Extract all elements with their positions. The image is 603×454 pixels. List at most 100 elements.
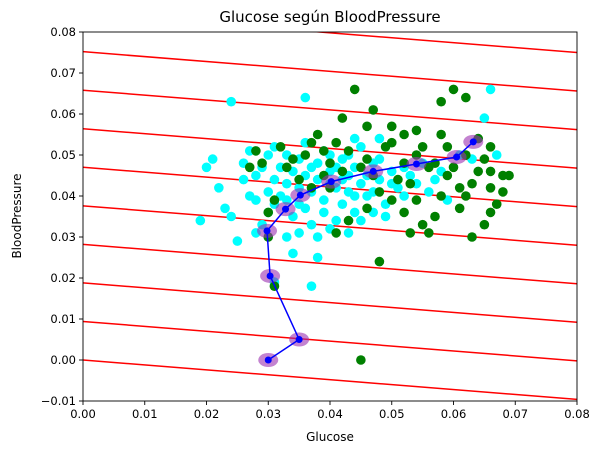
contour-lines (83, 32, 577, 401)
x-tick-label-5: 0.05 (379, 407, 405, 421)
green-point-53 (362, 203, 372, 214)
green-point-17 (485, 207, 496, 218)
cyan-point-53 (405, 170, 416, 181)
cyan-point-0 (226, 96, 236, 107)
cyan-point-71 (244, 191, 255, 201)
green-point-1 (349, 84, 360, 95)
green-point-36 (343, 146, 354, 156)
cyan-point-73 (263, 150, 274, 160)
cyan-point-62 (479, 113, 490, 123)
cyan-point-2 (207, 154, 218, 164)
green-point-4 (411, 125, 422, 136)
green-point-35 (356, 162, 366, 173)
chart-title: Glucose según BloodPressure (219, 8, 440, 26)
green-point-30 (386, 195, 397, 205)
x-tick-label-4: 0.04 (317, 407, 343, 421)
green-point-54 (399, 207, 409, 218)
green-point-37 (337, 166, 348, 177)
cyan-point-11 (251, 170, 261, 181)
green-point-32 (374, 187, 385, 197)
y-tick-label-3: 0.02 (50, 271, 76, 285)
green-point-61 (473, 166, 484, 177)
green-point-10 (479, 154, 490, 164)
green-point-73 (288, 154, 298, 164)
green-point-20 (454, 203, 465, 214)
path-point-2 (266, 272, 274, 280)
green-point-45 (281, 162, 292, 173)
cyan-point-3 (201, 162, 212, 173)
green-point-49 (251, 146, 261, 156)
green-point-52 (331, 228, 341, 238)
cyan-point-4 (195, 215, 206, 226)
green-point-0 (356, 355, 366, 365)
contour-line-8 (83, 50, 577, 92)
green-point-59 (448, 162, 459, 173)
y-tick-label-8: 0.07 (50, 66, 76, 80)
path-overlay (257, 134, 484, 367)
green-point-63 (436, 96, 446, 107)
cyan-point-98 (349, 133, 360, 144)
x-axis-ticks: 0.00 0.01 0.02 0.03 0.04 0.05 0.06 0.07 0.08 (70, 401, 590, 421)
plot-frame (82, 31, 578, 402)
y-tick-label-1: 0.00 (50, 353, 76, 367)
x-tick-label-2: 0.02 (194, 407, 220, 421)
green-point-39 (325, 158, 335, 168)
contour-line-6 (83, 128, 577, 169)
green-point-78 (467, 178, 477, 189)
cyan-point-52 (399, 191, 409, 201)
cyan-point-32 (319, 195, 329, 205)
cyan-point-45 (356, 178, 366, 189)
green-point-7 (448, 84, 459, 95)
contour-line-2 (83, 282, 577, 324)
green-point-70 (319, 146, 329, 156)
green-point-42 (306, 183, 317, 193)
cyan-point-64 (491, 150, 502, 160)
green-point-55 (405, 228, 416, 238)
y-tick-label-0: −0.01 (41, 394, 76, 408)
path-point-3 (263, 227, 271, 235)
green-point-62 (485, 142, 496, 152)
green-point-66 (399, 129, 409, 140)
cyan-point-43 (349, 207, 360, 218)
contour-line-9 (310, 32, 577, 54)
cyan-point-8 (226, 211, 236, 222)
green-point-13 (491, 199, 502, 209)
cyan-point-63 (485, 84, 496, 95)
path-point-10 (469, 138, 477, 146)
green-point-44 (294, 174, 304, 185)
green-point-5 (417, 142, 428, 152)
green-point-69 (337, 113, 348, 123)
cyan-point-97 (294, 228, 304, 238)
green-point-29 (393, 174, 403, 185)
cyan-point-37 (331, 215, 341, 226)
green-point-8 (461, 92, 471, 103)
path-point-4 (282, 205, 290, 213)
green-point-21 (454, 183, 465, 193)
scatter-points (195, 84, 514, 365)
contour-line-3 (83, 243, 577, 285)
path-point-6 (327, 178, 335, 186)
cyan-point-68 (288, 248, 298, 259)
green-point-22 (442, 170, 453, 181)
x-tick-label-7: 0.07 (502, 407, 528, 421)
green-point-41 (312, 129, 323, 140)
green-point-2 (368, 105, 379, 115)
green-point-26 (411, 195, 422, 205)
cyan-point-14 (263, 187, 274, 197)
green-point-43 (300, 150, 311, 160)
path-point-5 (296, 191, 304, 199)
cyan-point-7 (232, 236, 243, 246)
cyan-point-87 (374, 154, 385, 164)
cyan-point-96 (281, 232, 292, 242)
contour-line-0 (83, 359, 577, 401)
y-tick-label-9: 0.08 (50, 25, 76, 39)
x-axis-label: Glucose (306, 430, 354, 444)
cyan-point-33 (319, 207, 329, 218)
green-point-16 (498, 187, 508, 197)
cyan-point-95 (380, 211, 391, 222)
y-axis-label: BloodPressure (10, 173, 24, 258)
green-point-19 (467, 232, 477, 242)
path-point-1 (295, 336, 303, 343)
cyan-point-29 (306, 219, 317, 230)
green-point-23 (436, 191, 446, 201)
